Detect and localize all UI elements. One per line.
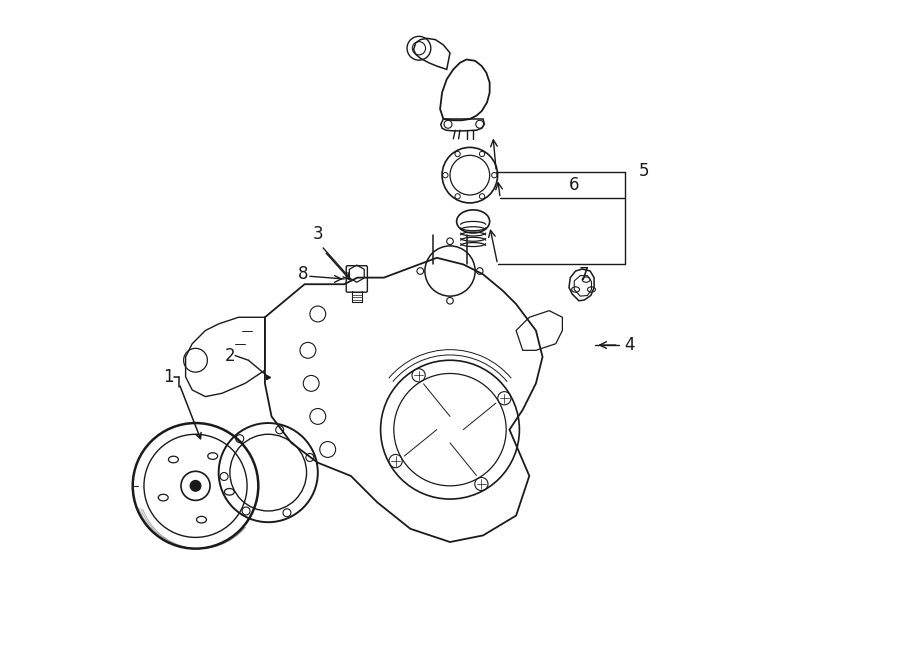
Text: 1: 1 xyxy=(163,368,174,386)
Text: 6: 6 xyxy=(569,176,579,194)
Text: 3: 3 xyxy=(312,225,323,243)
Text: 5: 5 xyxy=(638,161,649,180)
Circle shape xyxy=(190,481,201,491)
Text: 7: 7 xyxy=(579,266,589,284)
Text: 8: 8 xyxy=(298,265,309,284)
Text: 2: 2 xyxy=(225,346,235,365)
Text: 4: 4 xyxy=(624,336,634,354)
